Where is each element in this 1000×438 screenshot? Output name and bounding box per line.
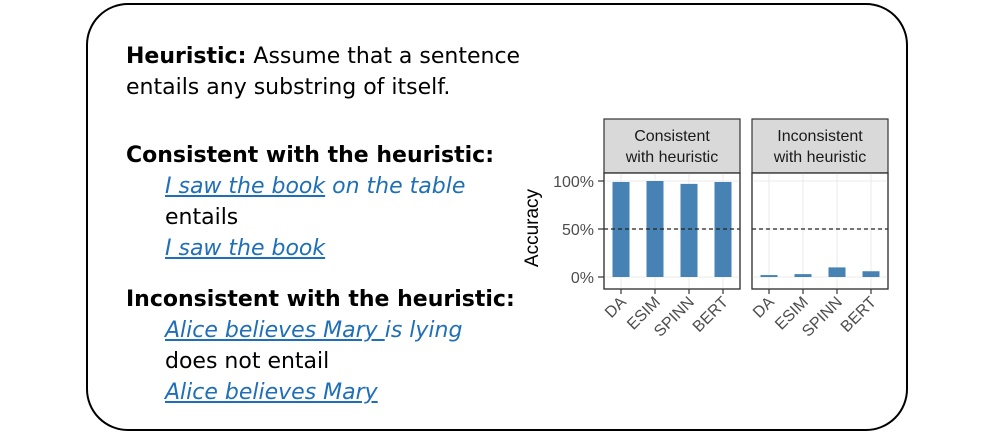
y-axis-label: Accuracy (522, 188, 543, 267)
consistent-premise: I saw the book on the table (165, 172, 465, 202)
x-tick-label: DA (602, 294, 630, 322)
facet-title-line-2: with heuristic (625, 149, 718, 166)
bar (828, 267, 846, 277)
heuristic-text-1: Assume that a sentence (253, 44, 521, 69)
rounded-frame (86, 3, 908, 431)
heuristic-line-2: entails any substring of itself. (126, 75, 451, 100)
bar (760, 275, 778, 277)
x-tick-label: BERT (838, 294, 880, 336)
y-tick-label: 50% (562, 222, 594, 239)
facet-title-line-2: with heuristic (773, 149, 866, 166)
facet-title-line-1: Inconsistent (777, 128, 863, 145)
inconsistent-relation: does not entail (165, 349, 330, 374)
y-tick-label: 100% (553, 174, 594, 191)
y-tick-label: 0% (571, 270, 594, 287)
facet-title-line-1: Consistent (634, 128, 710, 145)
facet-strip (751, 118, 889, 174)
consistent-relation: entails (165, 205, 239, 230)
bar (794, 274, 812, 277)
consistent-heading: Consistent with the heuristic: (126, 143, 495, 168)
panel-border (603, 172, 741, 290)
inconsistent-premise-rest: is lying (384, 318, 463, 343)
x-tick-label: BERT (690, 294, 732, 336)
inconsistent-premise-underlined: Alice believes Mary (165, 318, 385, 343)
inconsistent-premise: Alice believes Mary is lying (165, 316, 462, 346)
panel-border (751, 172, 889, 290)
heuristic-label: Heuristic: (126, 44, 247, 69)
bar (680, 183, 698, 277)
heuristic-line-1: Heuristic: Assume that a sentence (126, 42, 520, 72)
consistent-premise-underlined: I saw the book (165, 174, 326, 199)
x-tick-label: DA (750, 294, 778, 322)
facet-strip (603, 118, 741, 174)
bar (862, 271, 880, 277)
consistent-premise-rest: on the table (325, 174, 466, 199)
inconsistent-hypothesis: Alice believes Mary (165, 380, 378, 405)
inconsistent-heading: Inconsistent with the heuristic: (126, 287, 515, 312)
consistent-hypothesis: I saw the book (165, 236, 326, 261)
